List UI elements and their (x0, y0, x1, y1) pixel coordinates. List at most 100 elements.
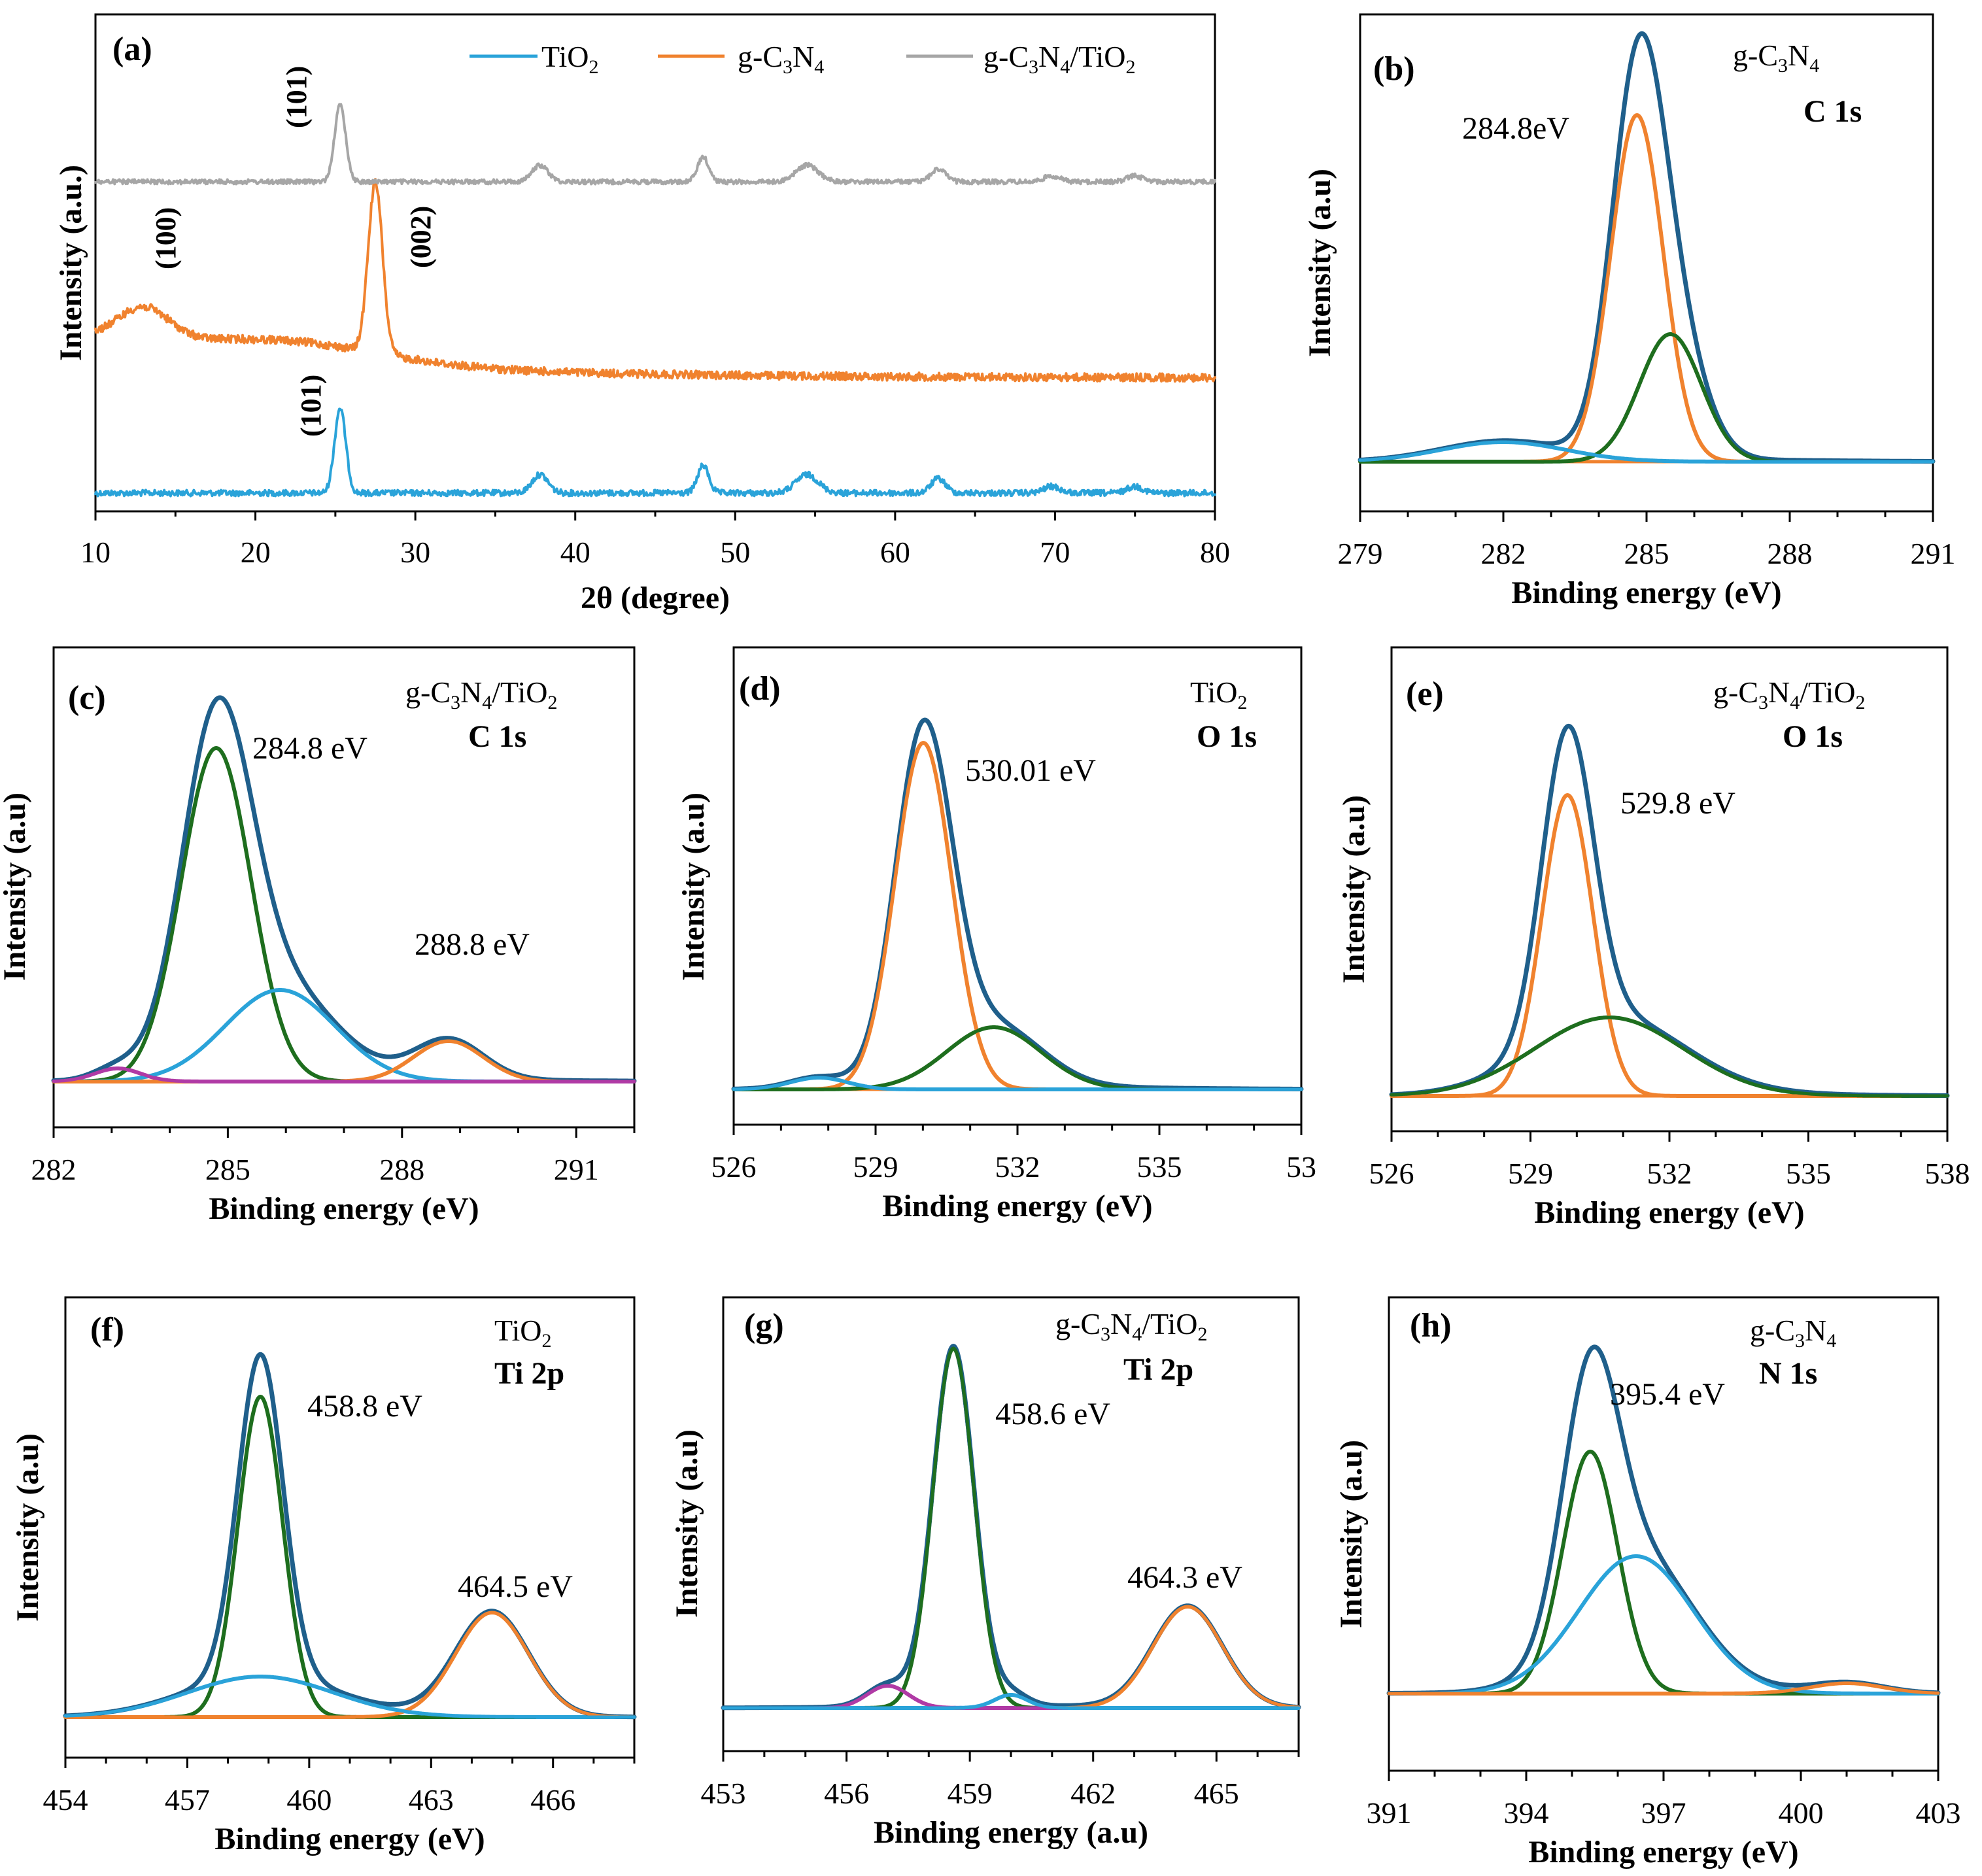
panel-h-ylabel: Intensity (a.u) (1334, 1440, 1369, 1628)
legend-composite: g-C3N4/TiO2 (983, 40, 1136, 78)
panel-h-component-overlay-2 (1387, 1681, 1940, 1696)
panel-b-frame (1359, 13, 1934, 513)
panel-d-ylabel: Intensity (a.u) (676, 793, 711, 981)
panel-h-core: N 1s (1759, 1356, 1817, 1391)
panel-f-ticklabel-460: 460 (286, 1783, 332, 1816)
panel-c-ticklabel-282: 282 (31, 1153, 77, 1186)
xps-panels: 279 282 285 288 291 Binding energy (eV) Intens… (0, 13, 1970, 1869)
panel-g-peak-464.3: 464.3 eV (1127, 1560, 1242, 1595)
panel-d-peak-530.01: 530.01 eV (965, 753, 1096, 788)
panel-c-ticklabel-285: 285 (205, 1153, 250, 1186)
panel-d-component-overlay-2 (732, 1076, 1303, 1091)
panel-f-xlabel: Binding energy (eV) (214, 1822, 485, 1856)
panel-d-plot: 526 529 532 535 53 Binding energy (eV) Intensi… (676, 646, 1316, 1223)
panel-d-component-1 (732, 1025, 1303, 1091)
panel-f-ylabel: Intensity (a.u) (10, 1433, 45, 1622)
panel-c-label: (c) (68, 679, 106, 717)
panel-g-ticklabel-465: 465 (1194, 1777, 1239, 1810)
panel-c-ticklabel-291: 291 (554, 1153, 599, 1186)
panel-e-plot: 526 529 532 535 538 Binding energy (eV) Intens… (1337, 646, 1970, 1230)
panel-g-xlabel: Binding energy (a.u) (874, 1815, 1148, 1850)
legend-gcn: g-C3N4 (738, 40, 824, 78)
panel-d-sample: TiO2 (1190, 675, 1247, 713)
panel-f-component-overlay-0 (63, 1395, 636, 1719)
panel-f-component-overlay-1 (63, 1611, 636, 1719)
panel-b-xlabel: Binding energy (eV) (1511, 575, 1781, 610)
panel-a-x-ticks: 10 20 30 40 50 60 70 80 (80, 511, 1230, 569)
panel-c-sample: g-C3N4/TiO2 (405, 675, 558, 713)
panel-b-ticklabel-291: 291 (1911, 537, 1956, 570)
panel-a-ticklabel-60: 60 (880, 536, 910, 569)
panel-h-component-overlay-1 (1387, 1554, 1940, 1696)
panel-e-ticklabel-538: 538 (1925, 1157, 1970, 1190)
panel-h-ticklabel-397: 397 (1641, 1796, 1686, 1830)
panel-c-ticklabel-288: 288 (379, 1153, 424, 1186)
panel-h-ticklabel-394: 394 (1504, 1796, 1549, 1830)
panel-a-ticklabel-30: 30 (400, 536, 430, 569)
panel-c-peak-284.8: 284.8 eV (252, 731, 367, 766)
panel-b-core: C 1s (1803, 94, 1862, 129)
panel-h-sample: g-C3N4 (1750, 1314, 1836, 1352)
panel-e-ticklabel-526: 526 (1369, 1157, 1414, 1190)
panel-e-core: O 1s (1783, 719, 1843, 754)
panel-c-core: C 1s (468, 719, 526, 754)
panel-g-component-overlay-3 (721, 1693, 1301, 1710)
panel-d-ticklabel-526: 526 (711, 1150, 757, 1184)
panel-f-component-0 (63, 1395, 636, 1719)
panel-h-ticklabel-403: 403 (1916, 1796, 1961, 1830)
series-gcn-xrd (94, 178, 1216, 383)
series-composite-xrd (94, 103, 1216, 186)
panel-b-ticklabel-285: 285 (1624, 537, 1669, 570)
panel-a-label: (a) (112, 31, 152, 68)
panel-e-ylabel: Intensity (a.u) (1337, 795, 1371, 983)
panel-d-component-overlay-0 (732, 741, 1303, 1091)
panel-b-annotations: (b) g-C3N4 C 1s 284.8eV (1373, 39, 1862, 146)
panel-f-ticklabel-457: 457 (165, 1783, 210, 1816)
panel-b-component-overlay-0 (1358, 113, 1935, 464)
panel-e-label: (e) (1406, 675, 1444, 713)
panel-c-ylabel: Intensity (a.u) (0, 793, 32, 981)
panel-a-curves (94, 103, 1216, 498)
panel-a: 10 20 30 40 50 60 70 80 (a) TiO2 g-C3N4 g-C3N4/… (54, 13, 1230, 615)
hkl-gcn-100: (100) (150, 207, 182, 269)
panel-h-ticklabel-391: 391 (1367, 1796, 1412, 1830)
panel-c-peak-288.8: 288.8 eV (415, 927, 530, 962)
panel-d-ticklabel-535: 535 (1137, 1150, 1182, 1184)
panel-b-component-1 (1358, 332, 1935, 464)
panel-f-ticklabel-454: 454 (43, 1783, 88, 1816)
panel-h-frame (1388, 1296, 1939, 1772)
panel-b-plot: 279 282 285 288 291 Binding energy (eV) Intens… (1303, 13, 1956, 610)
panel-e-sample: g-C3N4/TiO2 (1713, 675, 1866, 713)
panel-e-component-1 (1390, 1015, 1949, 1098)
panel-a-xlabel: 2θ (degree) (581, 581, 730, 615)
panel-e-ticklabel-529: 529 (1508, 1157, 1553, 1190)
panel-h-xlabel: Binding energy (eV) (1528, 1835, 1798, 1869)
panel-g-annotations: (g) g-C3N4/TiO2 Ti 2p 458.6 eV 464.3 eV (744, 1307, 1242, 1595)
panel-a-ticklabel-80: 80 (1200, 536, 1230, 569)
panel-e-component-0 (1390, 793, 1949, 1098)
panel-f-component-overlay-2 (63, 1675, 636, 1719)
panel-d-ticklabel-529: 529 (853, 1150, 898, 1184)
panel-f-annotations: (f) TiO2 Ti 2p 458.8 eV 464.5 eV (90, 1311, 573, 1604)
panel-b-ticklabel-288: 288 (1768, 537, 1813, 570)
panel-b-ticklabel-282: 282 (1481, 537, 1526, 570)
panel-e-ticklabel-532: 532 (1647, 1157, 1692, 1190)
panel-f-ticklabel-466: 466 (530, 1783, 575, 1816)
panel-b-component-overlay-2 (1358, 440, 1935, 464)
hkl-tio2-101: (101) (295, 375, 327, 437)
panel-d-core: O 1s (1197, 719, 1257, 754)
panel-f-ticklabel-463: 463 (409, 1783, 454, 1816)
panel-g-label: (g) (744, 1307, 784, 1344)
panel-g-ticklabel-459: 459 (948, 1777, 993, 1810)
panel-a-ticklabel-10: 10 (80, 536, 111, 569)
panel-h-annotations: (h) g-C3N4 N 1s 395.4 eV (1410, 1307, 1836, 1412)
panel-a-ticklabel-50: 50 (720, 536, 750, 569)
panel-d-ticklabel-53: 53 (1286, 1150, 1316, 1184)
panel-e-peak-529.8: 529.8 eV (1620, 786, 1735, 821)
panel-a-ticklabel-70: 70 (1040, 536, 1070, 569)
panel-g-component-overlay-1 (721, 1605, 1301, 1710)
panel-c-frame (52, 646, 636, 1129)
panel-g-component-1 (721, 1605, 1301, 1710)
panel-d-xlabel: Binding energy (eV) (882, 1189, 1152, 1223)
panel-f-sample: TiO2 (494, 1314, 551, 1352)
